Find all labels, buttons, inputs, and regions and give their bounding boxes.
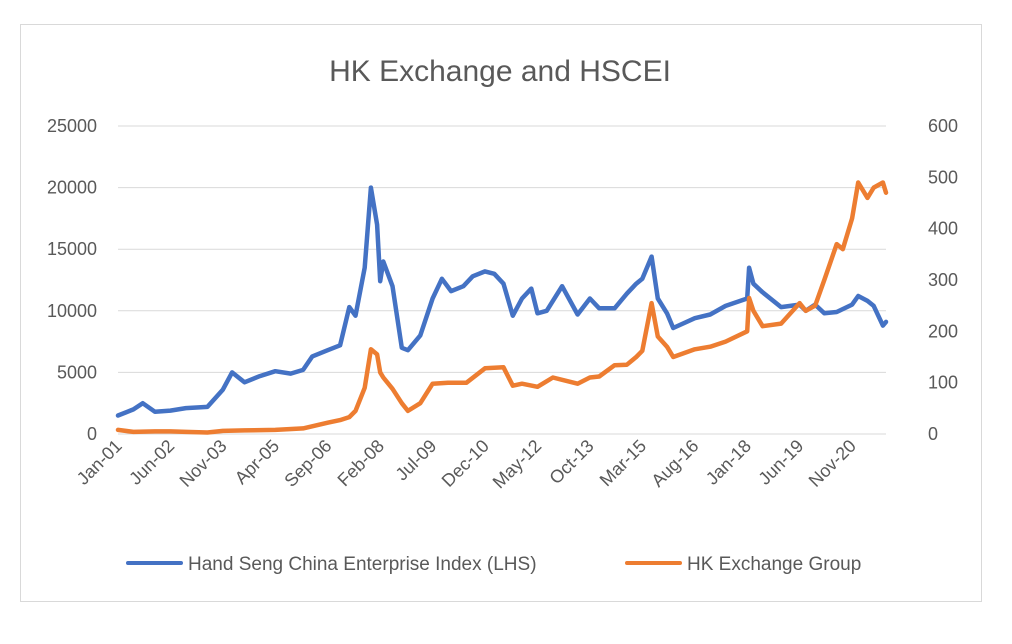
x-tick-label: Jan-01 [73, 436, 126, 489]
x-tick-label: Jul-09 [392, 436, 441, 485]
left-axis-ticks: 0 5000 10000 15000 20000 25000 [47, 116, 97, 444]
legend: Hand Seng China Enterprise Index (LHS) H… [126, 554, 861, 575]
chart-title: HK Exchange and HSCEI [329, 55, 671, 88]
series-layer [115, 180, 889, 435]
x-tick-label: Jun-02 [125, 436, 178, 489]
x-tick-label: Sep-06 [280, 436, 335, 491]
left-tick-label: 15000 [47, 239, 97, 259]
legend-label-hkex: HK Exchange Group [687, 554, 861, 575]
x-tick-label: Jan-18 [702, 436, 755, 489]
x-tick-label: Aug-16 [647, 436, 702, 491]
x-tick-label: Nov-03 [176, 436, 231, 491]
left-tick-label: 25000 [47, 116, 97, 136]
x-tick-label: May-12 [489, 436, 546, 493]
x-tick-label: Dec-10 [438, 436, 493, 491]
x-tick-label: Mar-15 [596, 436, 650, 490]
left-tick-label: 10000 [47, 301, 97, 321]
right-tick-label: 600 [928, 116, 958, 136]
x-tick-label: Apr-05 [231, 436, 283, 488]
left-tick-label: 20000 [47, 178, 97, 198]
grid-layer [118, 125, 886, 435]
x-tick-label: Nov-20 [805, 436, 860, 491]
right-axis-ticks: 0 100 200 300 400 500 600 [928, 116, 958, 444]
right-tick-label: 500 [928, 167, 958, 187]
series-line-hsce [115, 185, 889, 418]
right-tick-label: 300 [928, 270, 958, 290]
right-tick-label: 200 [928, 321, 958, 341]
series-line-hkex [115, 180, 889, 435]
left-tick-label: 5000 [57, 362, 97, 382]
x-tick-label: Oct-13 [545, 436, 597, 488]
right-tick-label: 0 [928, 424, 938, 444]
left-tick-label: 0 [87, 424, 97, 444]
x-tick-label: Feb-08 [334, 436, 388, 490]
legend-label-hsce: Hand Seng China Enterprise Index (LHS) [188, 554, 537, 575]
x-tick-label: Jun-19 [754, 436, 807, 489]
right-tick-label: 100 [928, 373, 958, 393]
right-tick-label: 400 [928, 219, 958, 239]
